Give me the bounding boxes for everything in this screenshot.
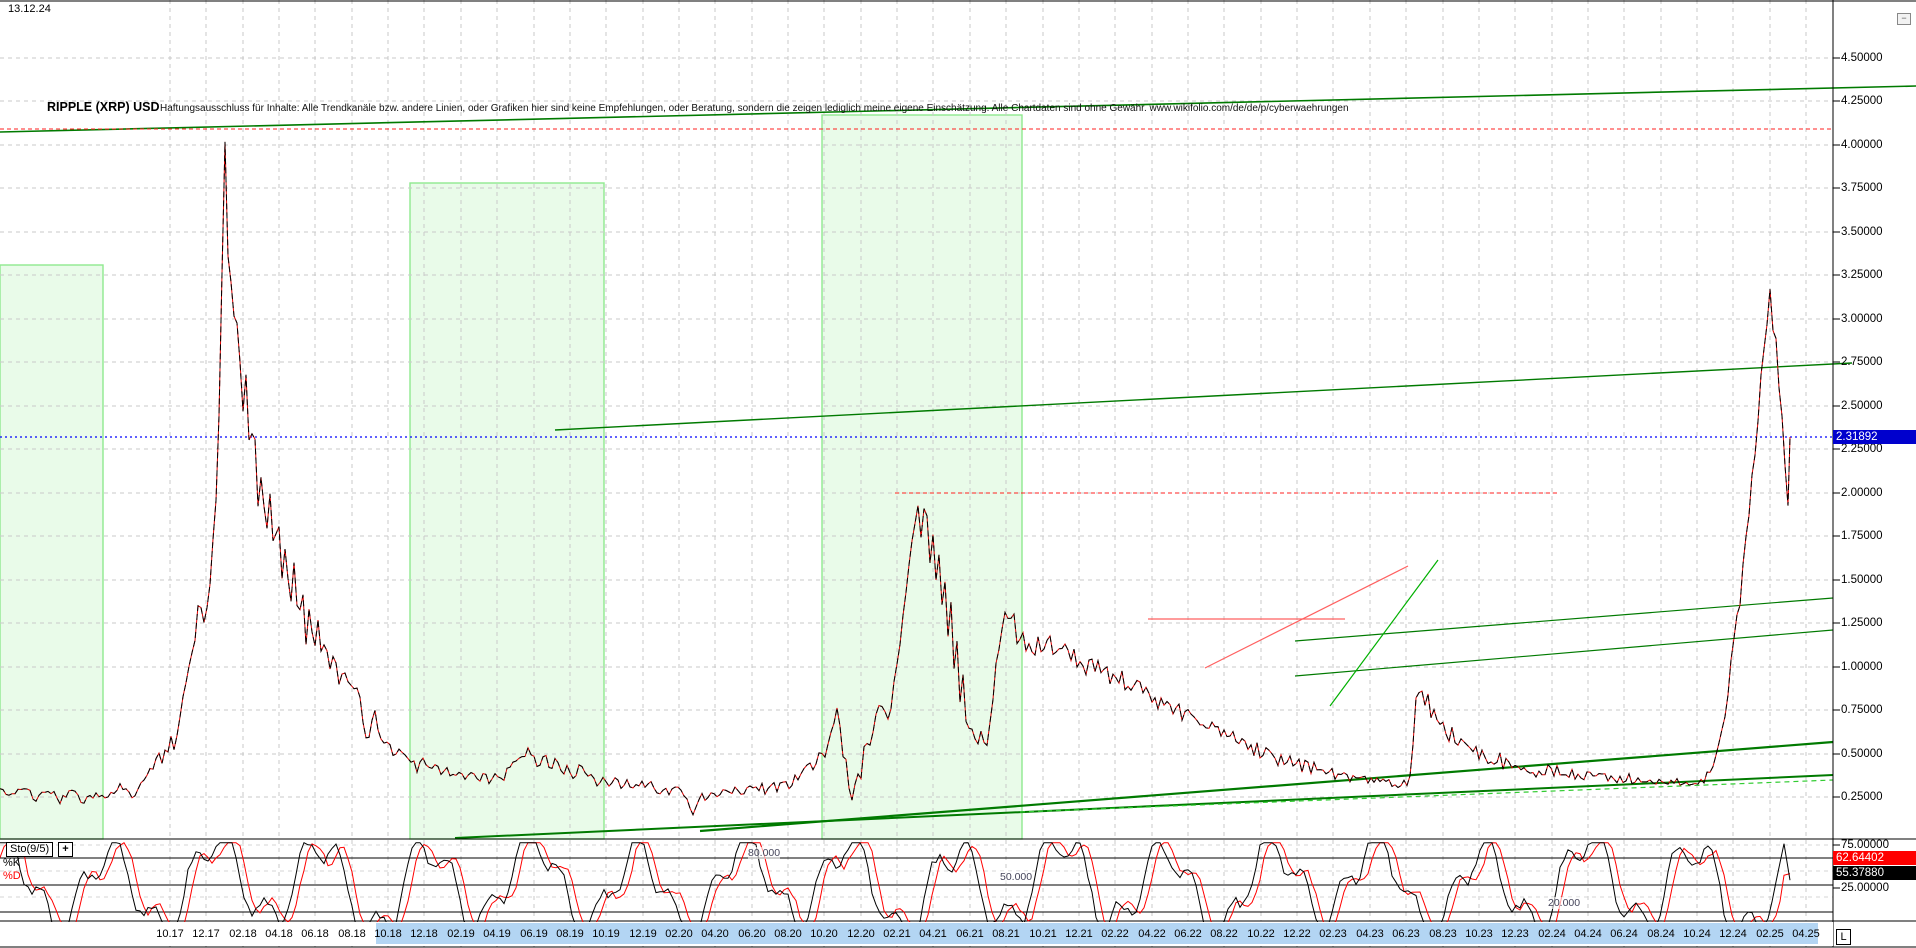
time-axis-label: 02.22 — [1101, 928, 1129, 940]
level-50-label: 50.000 — [1000, 871, 1033, 883]
time-axis-label: 10.18 — [374, 928, 402, 940]
time-axis-label: 06.24 — [1610, 928, 1638, 940]
time-axis-label: 08.20 — [774, 928, 802, 940]
mid-trend-line — [554, 362, 1853, 431]
time-axis-label: 10.24 — [1683, 928, 1711, 940]
indicator-axis-75: 75.00000 — [1841, 839, 1889, 851]
current-price-badge: 2.31892 — [1833, 430, 1916, 444]
stochastic-d-value-badge: 62.64402 — [1833, 851, 1916, 865]
stochastic-k-series — [0, 841, 1791, 928]
highlight-zone-3 — [821, 114, 1023, 840]
time-axis-label: 04.18 — [265, 928, 293, 940]
time-axis-label: 02.25 — [1756, 928, 1784, 940]
time-axis-label: 06.19 — [520, 928, 548, 940]
channel-line-lower — [1294, 629, 1834, 677]
time-axis-label: 10.23 — [1465, 928, 1493, 940]
time-axis-highlight-band — [376, 923, 1818, 944]
price-axis-label: 4.25000 — [1841, 95, 1883, 107]
disclaimer-text: Haftungsausschluss für Inhalte: Alle Tre… — [160, 103, 1349, 114]
stochastic-d-label: %D — [3, 870, 21, 882]
support-line-dashed — [1019, 779, 1834, 813]
time-axis-label: 04.22 — [1138, 928, 1166, 940]
time-axis-label: 04.23 — [1356, 928, 1384, 940]
price-axis-label: 2.25000 — [1841, 443, 1883, 455]
price-axis-label: 0.25000 — [1841, 791, 1883, 803]
time-axis-label: 04.24 — [1574, 928, 1602, 940]
time-axis-label: 06.22 — [1174, 928, 1202, 940]
minimize-icon[interactable]: − — [1897, 13, 1911, 25]
price-axis-label: 0.75000 — [1841, 704, 1883, 716]
time-axis-label: 12.17 — [192, 928, 220, 940]
level-80-label: 80.000 — [748, 847, 781, 859]
time-axis-label: 10.17 — [156, 928, 184, 940]
time-axis-label: 02.23 — [1319, 928, 1347, 940]
time-axis-label: 08.23 — [1429, 928, 1457, 940]
price-axis-label: 1.75000 — [1841, 530, 1883, 542]
add-indicator-icon[interactable]: + — [58, 842, 73, 857]
time-axis-label: 08.18 — [338, 928, 366, 940]
time-axis-label: 12.19 — [629, 928, 657, 940]
time-axis-label: 12.18 — [410, 928, 438, 940]
price-axis-label: 2.00000 — [1841, 487, 1883, 499]
time-axis-label: 02.18 — [229, 928, 257, 940]
chart-date-display: 13.12.24 — [8, 3, 51, 15]
price-axis-label: 4.00000 — [1841, 139, 1883, 151]
time-axis[interactable]: 10.17 12.17 02.18 04.18 06.18 08.18 10.18 12.18… — [0, 922, 1833, 946]
time-axis-label: 04.19 — [483, 928, 511, 940]
time-axis-label: 02.19 — [447, 928, 475, 940]
indicator-axis-25: 25.00000 — [1841, 882, 1889, 894]
time-axis-label: 10.20 — [810, 928, 838, 940]
indicator-name-button[interactable]: Sto(9/5) — [6, 842, 54, 857]
price-axis-label: 3.00000 — [1841, 313, 1883, 325]
time-axis-label: 02.20 — [665, 928, 693, 940]
price-axis-label: 2.50000 — [1841, 400, 1883, 412]
time-axis-label: 04.25 — [1792, 928, 1820, 940]
time-axis-label: 10.22 — [1247, 928, 1275, 940]
price-axis-label: 0.50000 — [1841, 748, 1883, 760]
time-axis-label: 12.20 — [847, 928, 875, 940]
time-axis-label: 08.24 — [1647, 928, 1675, 940]
last-bar-marker[interactable]: L — [1836, 929, 1851, 945]
channel-line-upper — [1294, 597, 1834, 642]
time-axis-label: 04.21 — [919, 928, 947, 940]
price-axis-label: 1.25000 — [1841, 617, 1883, 629]
time-axis-label: 12.23 — [1501, 928, 1529, 940]
time-axis-label: 06.20 — [738, 928, 766, 940]
time-axis-label: 02.24 — [1538, 928, 1566, 940]
price-axis-label: 4.50000 — [1841, 52, 1883, 64]
time-axis-label: 02.21 — [883, 928, 911, 940]
price-axis-label: 1.00000 — [1841, 661, 1883, 673]
price-series — [0, 141, 1791, 816]
steep-green-line — [1329, 559, 1439, 707]
time-axis-label: 06.18 — [301, 928, 329, 940]
time-axis-label: 08.21 — [992, 928, 1020, 940]
time-axis-label: 06.23 — [1392, 928, 1420, 940]
support-line-1 — [454, 774, 1834, 839]
support-line-2 — [699, 740, 1834, 833]
time-axis-label: 06.21 — [956, 928, 984, 940]
price-axis-label: 3.75000 — [1841, 182, 1883, 194]
price-axis-label: 3.50000 — [1841, 226, 1883, 238]
level-20-label: 20.000 — [1548, 897, 1581, 909]
time-axis-label: 08.22 — [1210, 928, 1238, 940]
highlight-zone-1 — [0, 264, 104, 840]
highlight-zone-2 — [409, 182, 605, 840]
time-axis-label: 10.19 — [592, 928, 620, 940]
instrument-title: RIPPLE (XRP) USD — [47, 100, 160, 114]
time-axis-label: 04.20 — [701, 928, 729, 940]
time-axis-label: 12.24 — [1719, 928, 1747, 940]
time-axis-label: 12.22 — [1283, 928, 1311, 940]
price-axis-label: 1.50000 — [1841, 574, 1883, 586]
upper-trend-line — [0, 85, 1916, 133]
time-axis-label: 12.21 — [1065, 928, 1093, 940]
stochastic-k-label: %K — [3, 857, 21, 869]
red-rising-line — [1204, 565, 1409, 669]
stochastic-k-value-badge: 55.37880 — [1833, 866, 1916, 880]
price-axis-label: 3.25000 — [1841, 269, 1883, 281]
price-axis-label: 2.75000 — [1841, 356, 1883, 368]
time-axis-label: 10.21 — [1029, 928, 1057, 940]
time-axis-label: 08.19 — [556, 928, 584, 940]
